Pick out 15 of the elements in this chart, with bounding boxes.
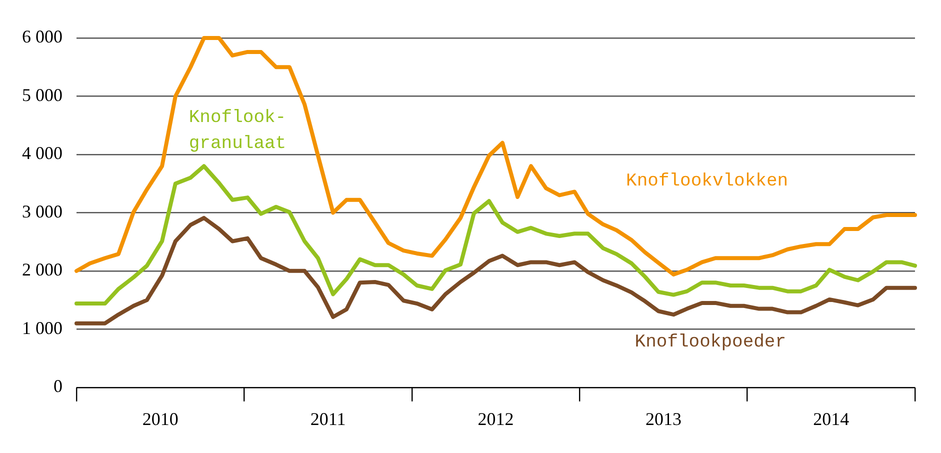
y-tick-label: 0 [54, 376, 62, 396]
y-tick-label: 2 000 [22, 260, 62, 280]
y-tick-label: 4 000 [22, 143, 62, 164]
x-tick-label: 2014 [813, 408, 850, 429]
series-label: Knoflookpoeder [634, 332, 786, 353]
series-label: Knoflook-granulaat [188, 108, 286, 154]
x-tick-label: 2013 [645, 408, 682, 429]
y-tick-label: 6 000 [22, 26, 62, 47]
x-tick-label: 2010 [142, 408, 178, 429]
y-tick-label: 3 000 [22, 201, 62, 222]
y-tick-label: 1 000 [22, 318, 62, 338]
y-tick-label: 5 000 [22, 84, 62, 105]
text: Knoflookvlokken [626, 171, 788, 192]
x-tick-label: 2011 [310, 408, 346, 429]
x-tick-label: 2012 [478, 408, 514, 429]
